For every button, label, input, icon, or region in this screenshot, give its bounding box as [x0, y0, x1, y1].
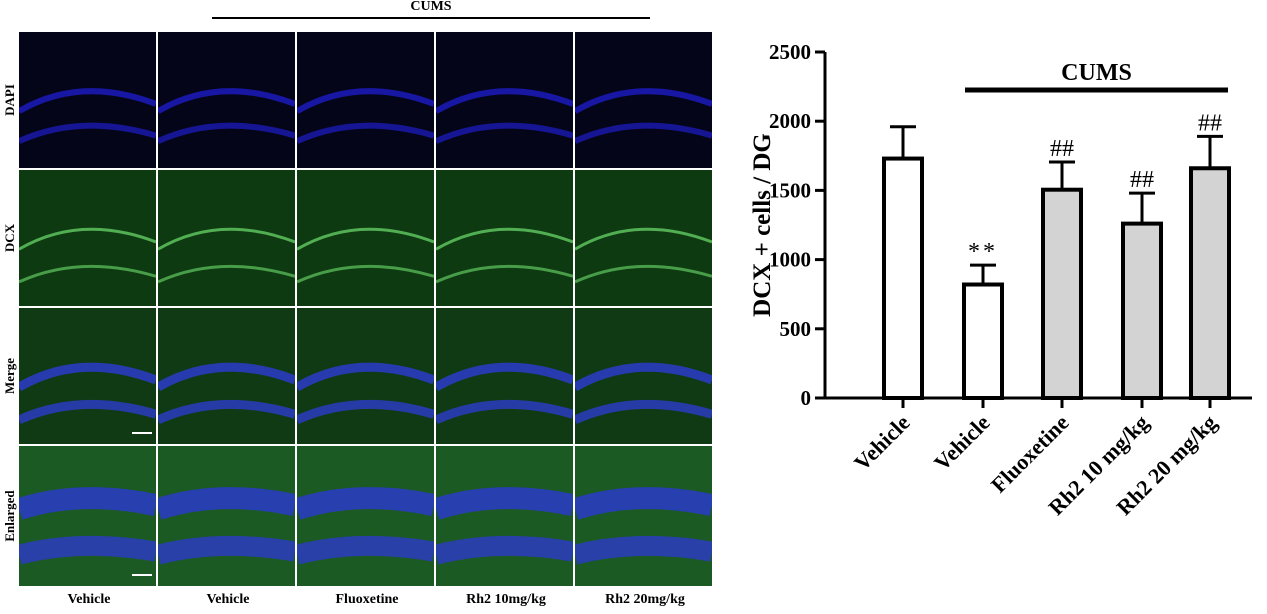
bar — [1121, 221, 1163, 400]
x-tick-label: Vehicle — [849, 410, 915, 476]
significance-label: ## — [1050, 136, 1074, 162]
bar — [962, 282, 1004, 400]
micrograph-dapi-5 — [575, 32, 712, 168]
micrograph-enlarged-3 — [297, 446, 434, 586]
micrograph-dcx-3 — [297, 170, 434, 306]
micrograph-enlarged-1 — [19, 446, 156, 586]
bar — [1189, 166, 1231, 400]
significance-label: ** — [968, 239, 998, 265]
micrograph-dcx-2 — [158, 170, 295, 306]
column-label-vehicle-cums: Vehicle — [206, 592, 250, 607]
y-tick-label: 500 — [780, 317, 812, 341]
y-tick-label: 2500 — [769, 40, 811, 64]
scale-bar-merge — [132, 432, 152, 434]
row-label-enlarged: Enlarged — [2, 490, 17, 542]
micrograph-enlarged-2 — [158, 446, 295, 586]
column-label-fluoxetine: Fluoxetine — [335, 592, 399, 607]
significance-label: ## — [1198, 110, 1222, 136]
row-label-merge: Merge — [2, 357, 17, 395]
micrograph-enlarged-5 — [575, 446, 712, 586]
y-tick-label: 1500 — [769, 178, 811, 202]
micrograph-dapi-2 — [158, 32, 295, 168]
cums-group-label: CUMS — [410, 0, 452, 14]
y-tick-label: 1000 — [769, 248, 811, 272]
significance-label: ## — [1130, 167, 1154, 193]
row-label-dapi: DAPI — [2, 84, 17, 116]
micrograph-merge-1 — [19, 308, 156, 444]
x-tick-label: Vehicle — [929, 410, 995, 476]
micrograph-dapi-4 — [436, 32, 573, 168]
column-label-rh2-10: Rh2 10mg/kg — [466, 592, 546, 607]
micrograph-merge-5 — [575, 308, 712, 444]
micrograph-dcx-4 — [436, 170, 573, 306]
cums-group-line — [212, 17, 650, 19]
scale-bar-enlarged — [132, 574, 152, 576]
y-tick-label: 2000 — [769, 109, 811, 133]
column-label-vehicle: Vehicle — [67, 592, 111, 607]
bar-chart-panel: 0 500 1000 1500 2000 2500 DCX + cells / DG Vehi… — [716, 0, 1267, 614]
micrograph-merge-4 — [436, 308, 573, 444]
column-label-rh2-20: Rh2 20mg/kg — [605, 592, 685, 607]
micrograph-dcx-5 — [575, 170, 712, 306]
y-axis-label: DCX + cells / DG — [749, 133, 776, 317]
micrograph-merge-3 — [297, 308, 434, 444]
bar-chart: 0 500 1000 1500 2000 2500 DCX + cells / DG Vehi… — [749, 40, 1252, 520]
micrograph-enlarged-4 — [436, 446, 573, 586]
micrograph-panel: CUMS DAPI DCX Merge Enlarged Vehicle Veh… — [2, 0, 712, 607]
row-label-dcx: DCX — [2, 223, 17, 253]
bar — [1041, 187, 1083, 400]
micrograph-merge-2 — [158, 308, 295, 444]
cums-group-label: CUMS — [1061, 60, 1132, 86]
micrograph-dapi-1 — [19, 32, 156, 168]
bar — [882, 156, 924, 400]
micrograph-dapi-3 — [297, 32, 434, 168]
micrograph-dcx-1 — [19, 170, 156, 306]
y-tick-label: 0 — [801, 386, 812, 410]
